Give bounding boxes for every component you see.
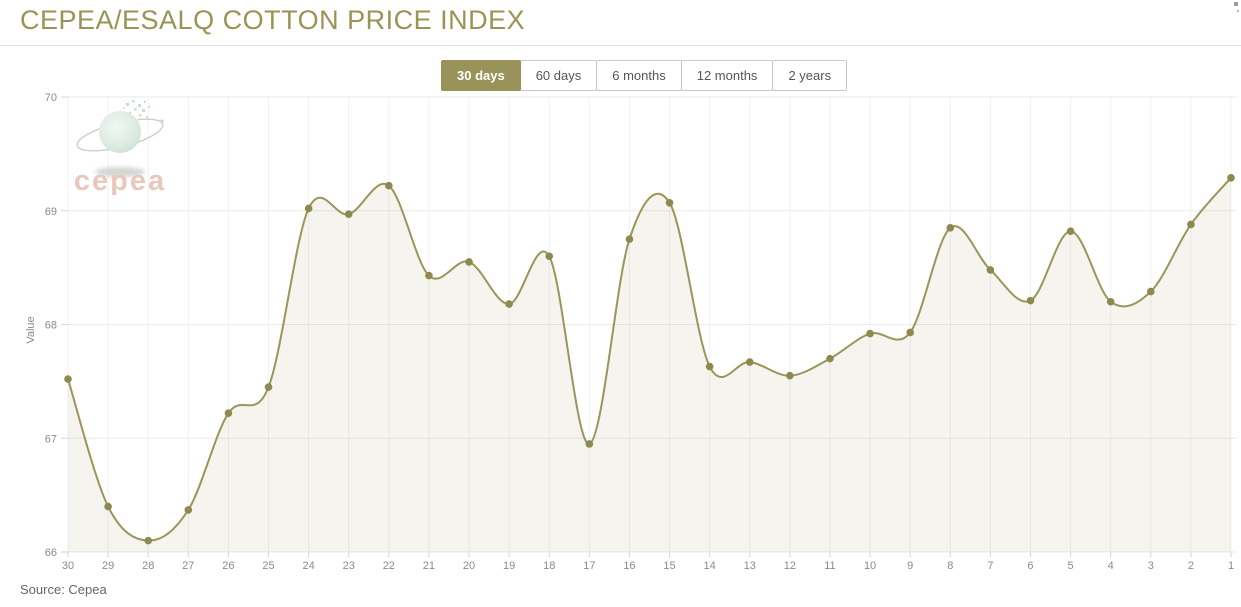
y-tick-label: 67 bbox=[45, 433, 57, 445]
x-tick-label: 19 bbox=[503, 560, 515, 572]
data-point-day-20[interactable] bbox=[465, 258, 473, 266]
data-point-day-15[interactable] bbox=[665, 198, 674, 207]
x-tick-label: 1 bbox=[1228, 560, 1234, 572]
y-tick-label: 69 bbox=[45, 206, 57, 218]
x-tick-label: 29 bbox=[102, 560, 114, 572]
data-point-day-12[interactable] bbox=[786, 371, 794, 380]
x-tick-label: 27 bbox=[182, 560, 194, 572]
x-tick-label: 8 bbox=[947, 560, 953, 572]
source-label: Source: Cepea bbox=[20, 582, 107, 597]
x-tick-label: 14 bbox=[704, 560, 716, 572]
x-tick-label: 2 bbox=[1188, 560, 1194, 572]
x-tick-label: 21 bbox=[423, 560, 435, 572]
data-point-day-29[interactable] bbox=[104, 502, 112, 511]
data-point-day-8[interactable] bbox=[946, 224, 955, 232]
x-tick-label: 16 bbox=[623, 560, 635, 572]
y-tick-label: 68 bbox=[45, 320, 57, 332]
x-tick-label: 24 bbox=[302, 560, 314, 572]
x-tick-label: 22 bbox=[383, 560, 395, 572]
data-point-day-16[interactable] bbox=[625, 235, 634, 243]
x-tick-label: 7 bbox=[987, 560, 993, 572]
data-point-day-4[interactable] bbox=[1106, 297, 1115, 306]
data-point-day-21[interactable] bbox=[425, 271, 433, 280]
data-point-day-22[interactable] bbox=[385, 181, 393, 190]
data-point-day-17[interactable] bbox=[585, 440, 594, 448]
y-tick-label: 70 bbox=[45, 92, 57, 104]
data-point-day-24[interactable] bbox=[304, 204, 313, 213]
data-point-day-28[interactable] bbox=[144, 536, 153, 545]
period-tab-group: 30 days 60 days 6 months 12 months 2 years bbox=[441, 60, 848, 91]
x-tick-label: 17 bbox=[583, 560, 595, 572]
x-tick-label: 18 bbox=[543, 560, 555, 572]
x-tick-label: 15 bbox=[663, 560, 675, 572]
tab-30-days[interactable]: 30 days bbox=[441, 60, 521, 91]
data-point-day-19[interactable] bbox=[505, 300, 513, 308]
data-point-day-7[interactable] bbox=[986, 266, 995, 274]
x-tick-label: 6 bbox=[1027, 560, 1033, 572]
title-divider bbox=[0, 45, 1241, 46]
data-point-day-18[interactable] bbox=[545, 252, 554, 261]
x-tick-label: 11 bbox=[824, 560, 835, 572]
series-area bbox=[68, 177, 1231, 553]
data-point-day-27[interactable] bbox=[184, 506, 193, 514]
data-point-day-3[interactable] bbox=[1146, 287, 1155, 296]
page-title: CEPEA/ESALQ COTTON PRICE INDEX bbox=[20, 5, 526, 35]
x-tick-label: 10 bbox=[864, 560, 876, 572]
x-tick-label: 3 bbox=[1148, 560, 1154, 572]
data-point-day-23[interactable] bbox=[344, 210, 353, 218]
data-point-day-26[interactable] bbox=[224, 409, 233, 418]
data-point-day-9[interactable] bbox=[906, 328, 914, 337]
x-tick-label: 9 bbox=[907, 560, 913, 572]
data-point-day-2[interactable] bbox=[1187, 220, 1195, 229]
x-tick-label: 23 bbox=[343, 560, 355, 572]
data-point-day-6[interactable] bbox=[1026, 296, 1035, 305]
scrollbar-fragment[interactable] bbox=[1234, 2, 1238, 6]
data-point-day-30[interactable] bbox=[64, 375, 72, 383]
y-tick-label: 66 bbox=[45, 547, 57, 559]
x-tick-label: 4 bbox=[1108, 560, 1114, 572]
data-point-day-25[interactable] bbox=[264, 383, 273, 391]
data-point-day-5[interactable] bbox=[1066, 227, 1075, 236]
data-point-day-13[interactable] bbox=[745, 358, 754, 366]
y-axis-title: Value bbox=[25, 316, 37, 344]
data-point-day-14[interactable] bbox=[705, 362, 714, 371]
x-tick-label: 28 bbox=[142, 560, 154, 572]
data-point-day-10[interactable] bbox=[866, 329, 874, 338]
tab-12-months[interactable]: 12 months bbox=[680, 60, 774, 91]
tab-6-months[interactable]: 6 months bbox=[596, 60, 682, 91]
data-point-day-11[interactable] bbox=[826, 354, 834, 363]
tab-2-years[interactable]: 2 years bbox=[772, 60, 848, 91]
x-tick-label: 5 bbox=[1068, 560, 1074, 572]
x-tick-label: 13 bbox=[744, 560, 756, 572]
x-tick-label: 25 bbox=[262, 560, 274, 572]
x-tick-label: 12 bbox=[784, 560, 796, 572]
x-tick-label: 20 bbox=[463, 560, 475, 572]
x-tick-label: 30 bbox=[62, 560, 74, 572]
data-point-day-1[interactable] bbox=[1227, 173, 1235, 182]
x-tick-label: 26 bbox=[222, 560, 234, 572]
